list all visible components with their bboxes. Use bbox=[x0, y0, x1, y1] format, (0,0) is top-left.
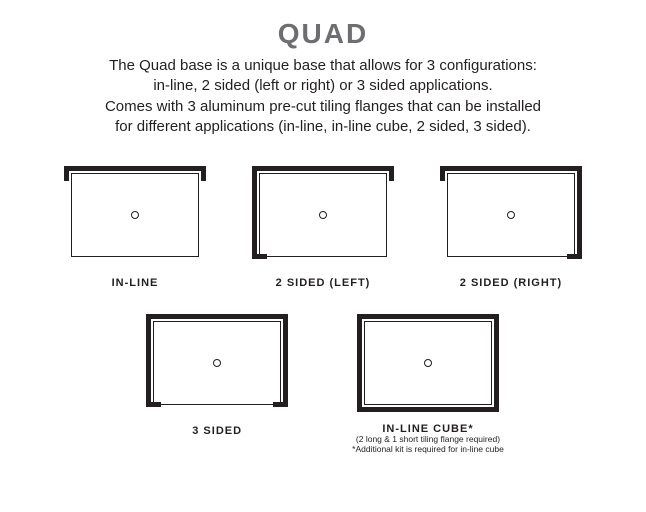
diagram-row-1: IN-LINE 2 SIDED (LEFT) 2 SIDED (RIGHT) bbox=[40, 163, 606, 289]
wall-right-tick bbox=[389, 166, 394, 181]
wall-right bbox=[283, 314, 288, 407]
wall-top bbox=[146, 314, 288, 319]
drain-icon bbox=[131, 211, 139, 219]
config-inline: IN-LINE bbox=[60, 163, 210, 289]
subcaption-inline-cube-2: *Additional kit is required for in-line … bbox=[352, 445, 504, 455]
desc-line: for different applications (in-line, in-… bbox=[40, 117, 606, 137]
wall-top bbox=[252, 166, 394, 171]
caption-inline: IN-LINE bbox=[112, 277, 159, 289]
wall-bottom-left-tick bbox=[252, 254, 267, 259]
page: QUAD The Quad base is a unique base that… bbox=[0, 0, 646, 512]
config-inline-cube: IN-LINE CUBE* (2 long & 1 short tiling f… bbox=[352, 311, 504, 455]
drain-icon bbox=[507, 211, 515, 219]
drain-icon bbox=[319, 211, 327, 219]
desc-line: in-line, 2 sided (left or right) or 3 si… bbox=[40, 76, 606, 96]
caption-2sided-right: 2 SIDED (RIGHT) bbox=[460, 277, 562, 289]
wall-bottom bbox=[357, 407, 499, 412]
desc-line: The Quad base is a unique base that allo… bbox=[40, 56, 606, 76]
wall-right bbox=[494, 314, 499, 407]
wall-left bbox=[146, 314, 151, 407]
wall-bottom-right-tick bbox=[567, 254, 582, 259]
diagram-2sided-left bbox=[248, 163, 398, 267]
diagram-2sided-right bbox=[436, 163, 586, 267]
diagram-inline bbox=[60, 163, 210, 267]
config-3sided: 3 SIDED bbox=[142, 311, 292, 455]
wall-left-tick bbox=[64, 166, 69, 181]
config-2sided-right: 2 SIDED (RIGHT) bbox=[436, 163, 586, 289]
desc-line: Comes with 3 aluminum pre-cut tiling fla… bbox=[40, 97, 606, 117]
wall-left bbox=[357, 314, 362, 407]
wall-left bbox=[252, 166, 257, 259]
description: The Quad base is a unique base that allo… bbox=[40, 56, 606, 137]
wall-top bbox=[357, 314, 499, 319]
diagram-row-2: 3 SIDED IN-LINE CUBE* (2 long & 1 short … bbox=[40, 311, 606, 455]
wall-bottom-left-tick bbox=[146, 402, 161, 407]
wall-bottom-right-tick bbox=[273, 402, 288, 407]
page-title: QUAD bbox=[40, 18, 606, 50]
caption-2sided-left: 2 SIDED (LEFT) bbox=[276, 277, 371, 289]
caption-3sided: 3 SIDED bbox=[192, 425, 242, 437]
wall-top bbox=[64, 166, 206, 171]
diagram-inline-cube bbox=[353, 311, 503, 415]
diagram-3sided bbox=[142, 311, 292, 415]
wall-left-tick bbox=[440, 166, 445, 181]
wall-right bbox=[577, 166, 582, 259]
wall-right-tick bbox=[201, 166, 206, 181]
config-2sided-left: 2 SIDED (LEFT) bbox=[248, 163, 398, 289]
drain-icon bbox=[424, 359, 432, 367]
wall-top bbox=[440, 166, 582, 171]
